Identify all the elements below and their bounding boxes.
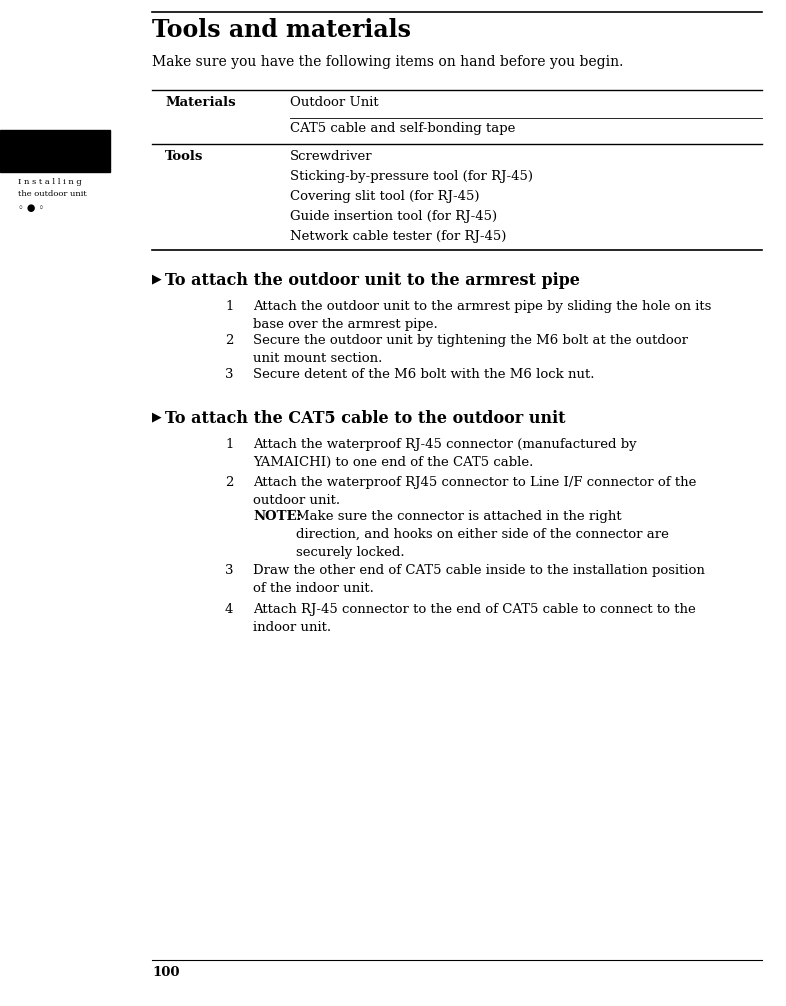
Text: 2: 2 (225, 334, 233, 347)
Text: Secure the outdoor unit by tightening the M6 bolt at the outdoor
unit mount sect: Secure the outdoor unit by tightening th… (253, 334, 688, 365)
Text: Tools and materials: Tools and materials (152, 18, 411, 42)
Text: NOTE:: NOTE: (253, 510, 302, 523)
Text: Make sure the connector is attached in the right
direction, and hooks on either : Make sure the connector is attached in t… (296, 510, 669, 559)
Text: Screwdriver: Screwdriver (290, 150, 373, 163)
Text: 100: 100 (152, 966, 179, 979)
Text: Guide insertion tool (for RJ-45): Guide insertion tool (for RJ-45) (290, 210, 497, 223)
Text: 2: 2 (225, 476, 233, 489)
Text: Materials: Materials (165, 96, 236, 109)
Text: I n s t a l l i n g: I n s t a l l i n g (18, 178, 82, 186)
Text: To attach the outdoor unit to the armrest pipe: To attach the outdoor unit to the armres… (165, 272, 580, 289)
Text: 4: 4 (225, 603, 233, 616)
Text: Outdoor Unit: Outdoor Unit (290, 96, 379, 109)
Text: 3: 3 (225, 564, 233, 577)
Text: Network cable tester (for RJ-45): Network cable tester (for RJ-45) (290, 230, 506, 243)
Text: CAT5 cable and self-bonding tape: CAT5 cable and self-bonding tape (290, 122, 516, 135)
Text: ◦ ● ◦: ◦ ● ◦ (18, 204, 44, 213)
Text: Attach the waterproof RJ-45 connector (manufactured by
YAMAICHI) to one end of t: Attach the waterproof RJ-45 connector (m… (253, 438, 637, 469)
Text: To attach the CAT5 cable to the outdoor unit: To attach the CAT5 cable to the outdoor … (165, 410, 565, 427)
Bar (0, 130, 110, 172)
Text: ▶: ▶ (152, 272, 162, 285)
Text: ▶: ▶ (152, 410, 162, 423)
Text: 3: 3 (225, 368, 233, 381)
Text: Draw the other end of CAT5 cable inside to the installation position
of the indo: Draw the other end of CAT5 cable inside … (253, 564, 705, 595)
Text: Make sure you have the following items on hand before you begin.: Make sure you have the following items o… (152, 55, 623, 69)
Text: the outdoor unit: the outdoor unit (18, 190, 86, 198)
Text: Attach the waterproof RJ45 connector to Line I/F connector of the
outdoor unit.: Attach the waterproof RJ45 connector to … (253, 476, 696, 507)
Text: 1: 1 (225, 300, 233, 313)
Text: Attach RJ-45 connector to the end of CAT5 cable to connect to the
indoor unit.: Attach RJ-45 connector to the end of CAT… (253, 603, 696, 634)
Text: 1: 1 (225, 438, 233, 451)
Text: Attach the outdoor unit to the armrest pipe by sliding the hole on its
base over: Attach the outdoor unit to the armrest p… (253, 300, 711, 331)
Text: Tools: Tools (165, 150, 204, 163)
Text: Covering slit tool (for RJ-45): Covering slit tool (for RJ-45) (290, 190, 479, 203)
Text: Sticking-by-pressure tool (for RJ-45): Sticking-by-pressure tool (for RJ-45) (290, 170, 533, 183)
Text: Secure detent of the M6 bolt with the M6 lock nut.: Secure detent of the M6 bolt with the M6… (253, 368, 594, 381)
